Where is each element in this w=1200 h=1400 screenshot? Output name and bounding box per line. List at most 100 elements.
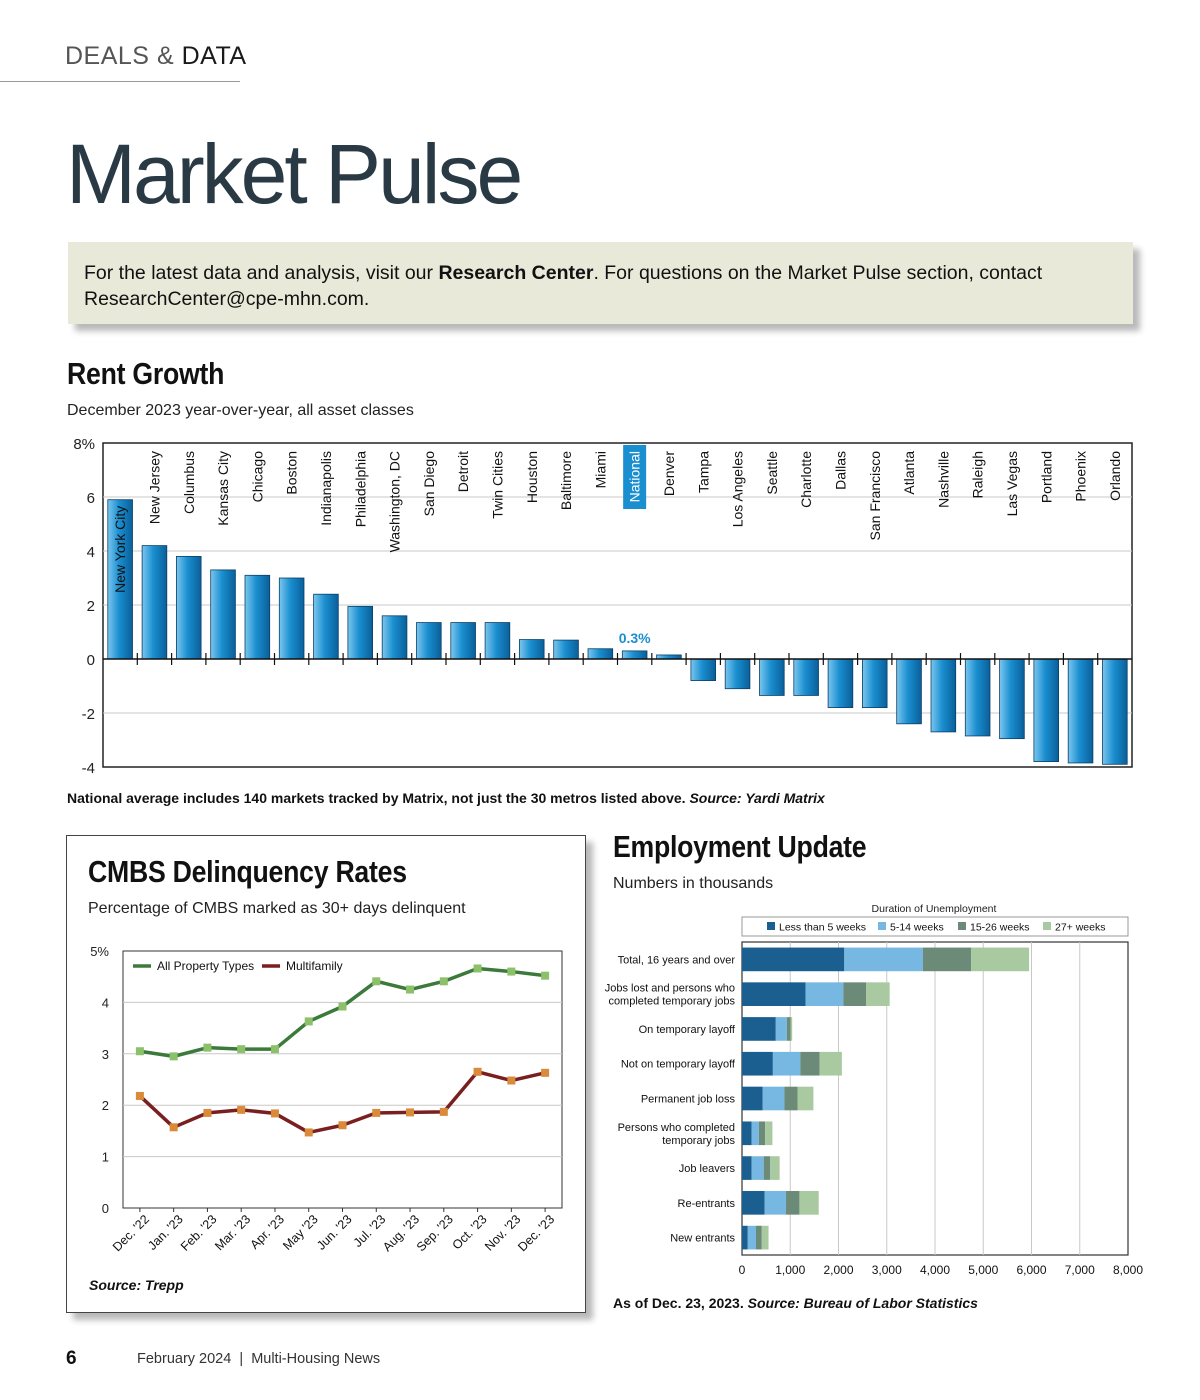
page-title: Market Pulse — [66, 127, 523, 221]
cmbs-xtick-label: Dec. '23 — [515, 1212, 557, 1254]
employment-bar-segment-3 — [797, 1086, 814, 1111]
rent-bar — [484, 622, 511, 660]
employment-xtick-label: 3,000 — [872, 1263, 902, 1277]
cmbs-legend-label: Multifamily — [286, 959, 343, 973]
rent-bar — [587, 648, 614, 660]
employment-bar-segment-0 — [742, 1225, 748, 1250]
rent-category-label: Orlando — [1107, 451, 1123, 501]
employment-bar-segment-0 — [742, 982, 806, 1006]
employment-bar-segment-0 — [742, 947, 845, 972]
rent-bar — [176, 556, 202, 660]
employment-category-label: Not on temporary layoff — [621, 1059, 736, 1071]
info-text-before: For the latest data and analysis, visit … — [84, 262, 439, 284]
employment-bar-segment-0 — [742, 1156, 752, 1180]
employment-legend-title: Duration of Unemployment — [872, 903, 997, 915]
rent-category-label: Phoenix — [1073, 451, 1089, 502]
employment-bar-segment-1 — [762, 1086, 785, 1111]
employment-category-label: Total, 16 years and over — [618, 954, 736, 966]
cmbs-data-point — [270, 1109, 279, 1118]
info-text-after: . For questions on the Market Pulse sect… — [84, 262, 1043, 310]
rent-growth-title: Rent Growth — [67, 356, 225, 391]
cmbs-panel: CMBS Delinquency Rates Percentage of CMB… — [66, 835, 586, 1313]
rent-category-label: Portland — [1038, 451, 1054, 503]
rent-category-label: Atlanta — [901, 451, 917, 495]
cmbs-data-point — [507, 1076, 516, 1085]
rent-category-label: Miami — [592, 451, 608, 488]
cmbs-xtick-label: Sep. '23 — [414, 1212, 456, 1254]
rent-growth-chart: -4 -2 0 2 4 6 8% New York City New Jersey Columbu… — [73, 436, 1133, 777]
cmbs-data-point — [338, 1002, 347, 1011]
employment-bar-segment-2 — [785, 1191, 800, 1215]
rent-bar — [278, 577, 305, 660]
employment-bar-segment-1 — [805, 982, 844, 1006]
rent-category-label: National — [627, 451, 643, 502]
employment-bar-segment-1 — [775, 1017, 787, 1041]
cmbs-data-point — [473, 1067, 482, 1076]
employment-bar-segment-1 — [844, 947, 923, 972]
rent-category-label: Detroit — [455, 451, 471, 492]
rent-category-label: Dallas — [832, 451, 848, 490]
rent-category-label: Philadelphia — [352, 451, 368, 527]
rent-ytick-label: -4 — [82, 760, 95, 777]
rent-growth-subtitle: December 2023 year-over-year, all asset … — [67, 402, 414, 419]
cmbs-data-point — [135, 1091, 144, 1100]
rent-bar — [964, 658, 991, 737]
rent-bar — [862, 658, 888, 708]
cmbs-ytick-label: 5% — [90, 944, 109, 959]
employment-xtick-label: 2,000 — [823, 1263, 853, 1277]
cmbs-legend-label: All Property Types — [157, 959, 254, 973]
rent-bar — [519, 639, 545, 660]
employment-xtick-label: 6,000 — [1016, 1263, 1046, 1277]
rent-growth-note-text: National average includes 140 markets tr… — [67, 790, 686, 806]
info-box: For the latest data and analysis, visit … — [68, 242, 1133, 324]
employment-note-text: As of Dec. 23, 2023. — [613, 1295, 744, 1311]
cmbs-ytick-label: 2 — [102, 1098, 109, 1113]
cmbs-subtitle: Percentage of CMBS marked as 30+ days de… — [88, 900, 466, 917]
employment-bar-segment-2 — [755, 1225, 762, 1250]
rent-ytick-label: 2 — [87, 598, 95, 615]
rent-highlight-bg — [623, 445, 647, 509]
employment-category-label: Job leavers — [679, 1163, 736, 1175]
cmbs-data-point — [338, 1121, 347, 1130]
cmbs-data-point — [169, 1123, 178, 1132]
cmbs-data-point — [304, 1017, 313, 1026]
employment-bar-segment-0 — [742, 1017, 776, 1041]
cmbs-source: Source: Trepp — [89, 1277, 184, 1293]
rent-bar — [1102, 658, 1128, 765]
employment-bar-segment-2 — [922, 947, 972, 972]
employment-bar-segment-3 — [790, 1017, 793, 1041]
rent-bar — [724, 658, 751, 690]
cmbs-ytick-label: 0 — [102, 1201, 109, 1216]
rent-category-label: Kansas City — [215, 451, 231, 526]
employment-legend-swatch — [767, 922, 775, 930]
rent-bar — [416, 622, 442, 660]
rent-bar — [210, 569, 236, 660]
cmbs-xtick-label: Aug. '23 — [380, 1212, 422, 1254]
rent-bar — [896, 658, 922, 725]
employment-note: As of Dec. 23, 2023. Source: Bureau of L… — [613, 1295, 978, 1311]
rent-category-label: Twin Cities — [489, 451, 505, 519]
cmbs-xtick-label: Feb. '23 — [178, 1212, 220, 1254]
rent-category-label: Chicago — [249, 451, 265, 503]
rent-national-value-label: 0.3% — [619, 630, 651, 646]
employment-legend-swatch — [958, 922, 966, 930]
employment-legend-swatch — [1043, 922, 1051, 930]
employment-bar-segment-3 — [819, 1051, 842, 1076]
cmbs-data-point — [270, 1045, 279, 1054]
rent-bar — [690, 658, 716, 682]
employment-bar-segment-3 — [866, 982, 890, 1006]
employment-chart: Duration of Unemployment Less than 5 week… — [605, 903, 1143, 1277]
rent-category-label: Baltimore — [558, 451, 574, 510]
rent-category-label: Washington, DC — [387, 451, 403, 552]
employment-bar-segment-0 — [742, 1121, 752, 1146]
rent-bar — [450, 622, 476, 660]
rent-ytick-label: -2 — [82, 706, 95, 723]
research-center-link[interactable]: Research Center — [438, 262, 594, 284]
cmbs-data-point — [237, 1045, 246, 1054]
cmbs-ytick-label: 3 — [102, 1047, 109, 1062]
rent-bar — [107, 499, 133, 660]
rent-bar — [621, 650, 648, 660]
cmbs-data-point — [473, 964, 482, 973]
header-rule — [0, 81, 240, 82]
employment-category-label: Re-entrants — [678, 1198, 736, 1210]
